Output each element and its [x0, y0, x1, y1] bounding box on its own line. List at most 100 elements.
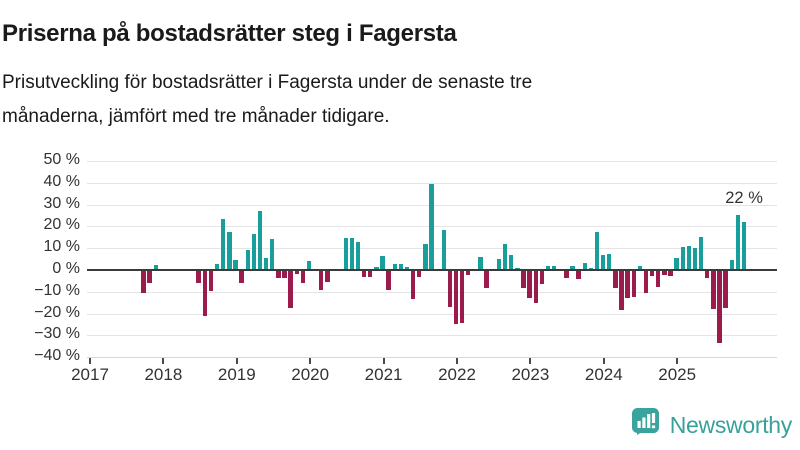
bar-positive [423, 243, 428, 270]
bar-positive [594, 232, 600, 270]
y-gridline [87, 182, 777, 184]
x-axis-tick [529, 358, 532, 365]
bar-negative [294, 271, 299, 275]
bar-positive [245, 250, 250, 270]
y-gridline [87, 291, 777, 293]
bar-positive [257, 211, 263, 270]
bar-positive [515, 267, 520, 270]
bar-positive [741, 221, 747, 270]
y-axis-tick-label: 10 % [43, 238, 80, 256]
x-axis-tick-label: 2024 [584, 365, 623, 385]
chart-subtitle: Prisutveckling för bostadsrätter i Fager… [2, 66, 532, 134]
bar-negative [410, 271, 416, 299]
x-axis-tick [89, 358, 91, 365]
y-axis-tick-label: 20 % [43, 216, 80, 234]
bar-positive [343, 237, 348, 270]
bar-negative [319, 271, 324, 290]
bar-positive [686, 245, 692, 270]
bar-negative [325, 271, 330, 282]
bar-positive [551, 266, 557, 270]
bar-negative [521, 271, 526, 289]
bar-positive [680, 247, 685, 270]
bar-negative [613, 271, 618, 289]
bar-positive [478, 256, 483, 270]
bar-positive [251, 233, 257, 270]
bar-negative [643, 271, 649, 293]
bar-positive [349, 237, 355, 270]
x-axis-tick-label: 2025 [658, 365, 697, 385]
bar-negative [239, 271, 244, 283]
y-gridline [87, 160, 777, 162]
bar-negative [276, 271, 281, 278]
bar-negative [466, 271, 471, 275]
bar-positive [582, 262, 587, 270]
subtitle-line-1: Prisutveckling för bostadsrätter i Fager… [2, 72, 533, 93]
bar-negative [564, 271, 569, 278]
x-axis-baseline [87, 357, 777, 359]
latest-value-annotation: 22 % [725, 189, 763, 207]
bar-negative [625, 271, 630, 298]
x-axis-tick-label: 2022 [438, 365, 476, 385]
bar-positive [600, 254, 606, 270]
y-axis-tick-label: 40 % [43, 172, 80, 190]
bar-positive [674, 258, 679, 270]
bar-positive [729, 260, 734, 270]
bar-positive [374, 267, 379, 270]
bar-positive [392, 264, 397, 270]
bar-negative [576, 271, 581, 280]
bar-negative [147, 271, 152, 283]
x-axis-tick-label: 2021 [364, 365, 403, 385]
bar-negative [196, 271, 201, 283]
bar-negative [711, 271, 716, 310]
x-axis-tick [382, 358, 385, 365]
x-axis-tick-label: 2020 [291, 365, 330, 385]
bar-positive [429, 183, 434, 270]
y-axis-tick-label: −10 % [34, 281, 80, 299]
bar-negative [533, 271, 538, 303]
bar-negative [202, 271, 207, 316]
bar-positive [502, 244, 508, 270]
y-axis-tick-label: −30 % [34, 325, 80, 343]
bar-negative [141, 271, 146, 293]
y-axis-tick-label: 30 % [43, 194, 80, 212]
zero-axis-line [87, 269, 777, 271]
bar-positive [607, 253, 612, 270]
bar-positive [227, 231, 232, 270]
x-axis-tick [309, 358, 312, 365]
bar-negative [717, 271, 722, 344]
bar-negative [705, 271, 710, 278]
bar-positive [220, 218, 226, 270]
x-axis-tick [162, 358, 165, 365]
bar-negative [368, 271, 373, 277]
bar-chart-speech-bubble-icon [629, 406, 662, 444]
bar-negative [631, 271, 636, 298]
bar-positive [263, 257, 269, 270]
x-axis-tick-label: 2019 [217, 365, 256, 385]
bar-positive [270, 239, 275, 270]
x-axis-tick [602, 358, 605, 365]
bar-negative [288, 271, 293, 309]
bar-positive [153, 264, 158, 270]
bar-negative [619, 271, 624, 311]
y-axis-tick-label: 50 % [43, 150, 80, 168]
y-axis-tick-label: −20 % [34, 303, 80, 321]
bar-negative [539, 271, 545, 285]
bar-negative [527, 271, 532, 299]
bar-positive [441, 230, 446, 270]
bar-negative [459, 271, 465, 324]
bar-negative [417, 271, 422, 277]
bar-negative [649, 271, 655, 277]
x-axis-tick-label: 2018 [144, 365, 183, 385]
bar-positive [698, 236, 704, 270]
bar-negative [361, 271, 367, 277]
page-title: Priserna på bostadsrätter steg i Fagerst… [2, 20, 457, 48]
bar-negative [282, 271, 287, 278]
newsworthy-wordmark: Newsworthy [669, 411, 793, 438]
newsworthy-logo: Newsworthy [629, 406, 792, 444]
bar-positive [637, 266, 643, 270]
x-axis-tick-label: 2017 [71, 365, 109, 385]
bar-positive [545, 266, 551, 270]
bar-negative [668, 271, 673, 277]
x-axis-tick [456, 358, 458, 365]
